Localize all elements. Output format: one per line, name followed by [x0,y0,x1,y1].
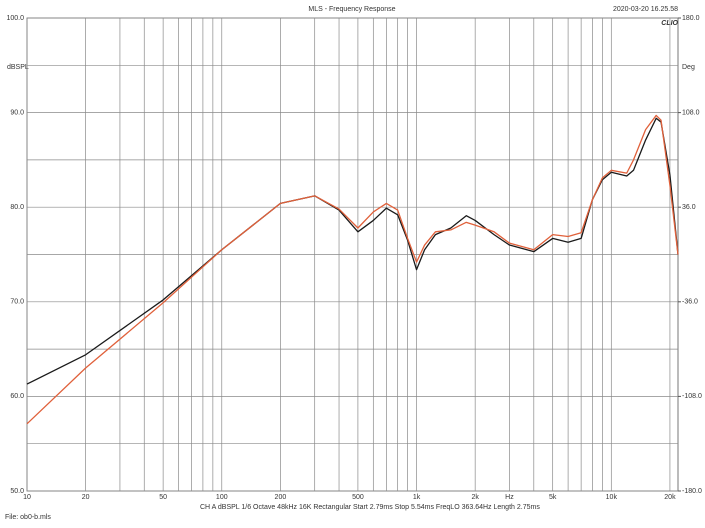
x-tick-label: 10k [606,494,618,501]
x-tick-label: 10 [23,494,31,501]
y2-tick-label: -108.0 [682,393,702,400]
y-tick-label: 100.0 [6,15,24,22]
x-tick-label: 5k [549,494,557,501]
timestamp: 2020-03-20 16.25.58 [613,6,678,13]
x-tick-label: Hz [505,494,514,501]
y-tick-label: 60.0 [10,393,24,400]
y2-axis-label: Deg [682,64,695,71]
x-tick-label: 500 [352,494,364,501]
y-tick-label: 70.0 [10,299,24,306]
y2-tick-label: -180.0 [682,488,702,495]
y2-tick-label: 108.0 [682,109,700,116]
x-tick-label: 1k [413,494,421,501]
x-tick-label: 50 [159,494,167,501]
x-tick-label: 2k [471,494,479,501]
x-tick-label: 100 [216,494,228,501]
y2-tick-label: -36.0 [682,299,698,306]
y-tick-label: 50.0 [10,488,24,495]
y-tick-label: 90.0 [10,109,24,116]
settings: CH A dBSPL 1/6 Octave 48kHz 16K Rectangu… [200,504,540,511]
x-tick-label: 20k [664,494,676,501]
y2-tick-label: 180.0 [682,15,700,22]
x-tick-label: 200 [275,494,287,501]
file-name: File: ob0-b.mls [5,514,51,521]
y-tick-label: 80.0 [10,204,24,211]
y-axis-label: dBSPL [7,64,29,71]
series-line [26,114,679,425]
x-tick-label: 20 [82,494,90,501]
chart-title: MLS - Frequency Response [308,6,395,13]
y2-tick-label: 36.0 [682,204,696,211]
